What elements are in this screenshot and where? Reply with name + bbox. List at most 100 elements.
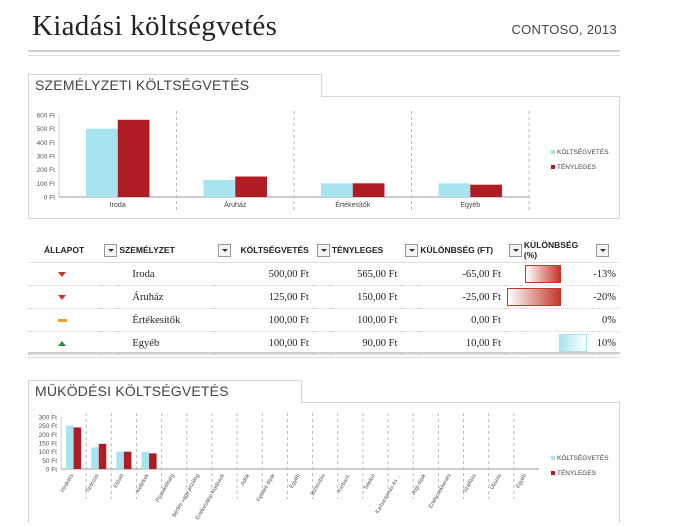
table-row[interactable]: Áruház 125,00 Ft 150,00 Ft -25,00 Ft -20…: [28, 285, 620, 309]
y-tick-label: 250 Ft: [39, 423, 58, 430]
bar-budget: [116, 451, 124, 469]
table-row[interactable]: Egyéb 100,00 Ft 90,00 Ft 10,00 Ft 10%: [28, 331, 620, 355]
budget-cell: 100,00 Ft: [239, 308, 313, 332]
category-label: Kellékek: [135, 473, 151, 494]
bar-budget: [438, 183, 471, 197]
category-label: Felületi díjak: [256, 473, 277, 503]
bar-actual: [73, 427, 82, 469]
y-tick-label: 150 Ft: [39, 441, 58, 448]
personnel-table: ÁLLAPOT SZEMÉLYZET KÖLTSÉGVETÉS TÉNYLEGE…: [28, 238, 620, 355]
category-label: Postaköltség: [155, 473, 176, 503]
category-label: Bérlés vagy jelzálog: [171, 473, 201, 518]
category-label: Telefon: [363, 473, 377, 491]
header-status-label: ÁLLAPOT: [44, 245, 85, 255]
section-divider-thin: [28, 357, 620, 358]
pct-cell: -13%: [592, 262, 620, 286]
table-row[interactable]: Értékesítők 100,00 Ft 100,00 Ft 0,00 Ft …: [28, 308, 620, 332]
y-tick-label: 200 Ft: [37, 167, 56, 174]
legend-label: TÉNYLEGES: [557, 162, 597, 171]
status-filter-dropdown[interactable]: [104, 243, 118, 257]
category-label: Iroda: [110, 202, 126, 209]
header-budget: KÖLTSÉGVETÉS: [239, 238, 313, 263]
y-tick-label: 600 Ft: [37, 113, 56, 120]
category-label: Egyéb: [289, 473, 302, 490]
pct-databar: [525, 265, 561, 283]
y-tick-label: 500 Ft: [37, 126, 56, 133]
pct-databar: [506, 288, 561, 306]
status-down-icon: [58, 294, 66, 300]
header-pct-label: KÜLÖNBSÉG (%): [523, 240, 579, 260]
diff-filter-dropdown[interactable]: [508, 243, 522, 257]
y-tick-label: 100 Ft: [39, 449, 58, 456]
pct-filter-dropdown[interactable]: [596, 243, 610, 257]
bar-actual: [470, 184, 502, 197]
category-label: Egyéb: [460, 202, 480, 209]
y-tick-label: 100 Ft: [37, 181, 56, 188]
budget-filter-dropdown[interactable]: [316, 243, 330, 257]
bar-actual: [123, 451, 132, 469]
diff-cell: 0,00 Ft: [419, 308, 505, 332]
legend-label: TÉNYLEGES: [557, 468, 597, 477]
status-neutral-icon: [58, 318, 67, 322]
legend-label: KÖLTSÉGVETÉS: [557, 453, 609, 462]
bar-actual: [98, 443, 107, 469]
header-personnel-label: SZEMÉLYZET: [119, 245, 175, 255]
header-diff-label: KÜLÖNBSÉG (FT): [420, 245, 494, 255]
bar-budget: [203, 179, 236, 197]
bar-budget: [86, 128, 118, 197]
bar-budget: [91, 447, 99, 469]
company-label: CONTOSO, 2013: [511, 22, 617, 37]
budget-cell: 125,00 Ft: [239, 285, 313, 309]
header-divider: [28, 50, 620, 52]
header-divider-thin: [28, 55, 620, 56]
legend-swatch: [551, 165, 555, 169]
budget-cell: 100,00 Ft: [239, 331, 313, 355]
bar-budget: [321, 183, 353, 197]
header-actual: TÉNYLEGES: [330, 238, 402, 263]
category-label: Elővét: [113, 473, 126, 490]
table-row[interactable]: Iroda 500,00 Ft 565,00 Ft -65,00 Ft -13%: [28, 262, 620, 286]
bar-actual: [117, 119, 150, 197]
actual-cell: 565,00 Ft: [330, 262, 402, 286]
header-pct: KÜLÖNBSÉG (%): [522, 238, 593, 263]
table-header-row: ÁLLAPOT SZEMÉLYZET KÖLTSÉGVETÉS TÉNYLEGE…: [28, 238, 620, 263]
legend-swatch: [551, 150, 555, 154]
actual-filter-dropdown[interactable]: [405, 243, 419, 257]
category-label: Szállítás: [462, 473, 478, 494]
y-tick-label: 300 Ft: [39, 415, 58, 422]
pct-cell: 10%: [592, 331, 620, 355]
personnel-name: Áruház: [118, 285, 240, 309]
section-divider: [28, 352, 620, 354]
page-title: Kiadási költségvetés: [32, 10, 278, 42]
header-diff: KÜLÖNBSÉG (FT): [419, 238, 505, 263]
diff-cell: -25,00 Ft: [419, 285, 505, 309]
category-label: Karbant.: [336, 473, 352, 494]
personnel-chart-panel: 0 Ft 100 Ft 200 Ft 300 Ft 400 Ft 500 Ft 600 Ft…: [28, 96, 620, 219]
personnel-name: Egyéb: [118, 331, 240, 355]
bar-actual: [149, 453, 157, 469]
pct-databar: [558, 334, 587, 352]
personnel-name: Iroda: [118, 262, 240, 286]
category-label: Áruház: [224, 200, 247, 209]
status-down-icon: [58, 271, 66, 277]
bar-budget: [141, 451, 150, 469]
legend-label: KÖLTSÉGVETÉS: [557, 147, 609, 156]
header-status: ÁLLAPOT: [28, 238, 101, 263]
category-label: Biztosítás: [310, 473, 327, 497]
budget-cell: 500,00 Ft: [239, 262, 313, 286]
header-budget-label: KÖLTSÉGVETÉS: [240, 245, 309, 255]
y-tick-label: 300 Ft: [37, 154, 56, 161]
diff-cell: 10,00 Ft: [419, 331, 505, 355]
personnel-filter-dropdown[interactable]: [217, 243, 231, 257]
pct-cell: -20%: [592, 285, 620, 309]
legend-swatch: [551, 471, 555, 475]
personnel-chart[interactable]: 0 Ft 100 Ft 200 Ft 300 Ft 400 Ft 500 Ft 600 Ft…: [29, 97, 619, 218]
category-label: Tartozás: [85, 473, 101, 494]
header-actual-label: TÉNYLEGES: [331, 245, 384, 255]
y-tick-label: 200 Ft: [39, 432, 58, 439]
category-label: Egyéb: [515, 473, 528, 490]
bar-actual: [235, 176, 267, 197]
personnel-name: Értékesítők: [118, 308, 240, 332]
actual-cell: 100,00 Ft: [330, 308, 402, 332]
